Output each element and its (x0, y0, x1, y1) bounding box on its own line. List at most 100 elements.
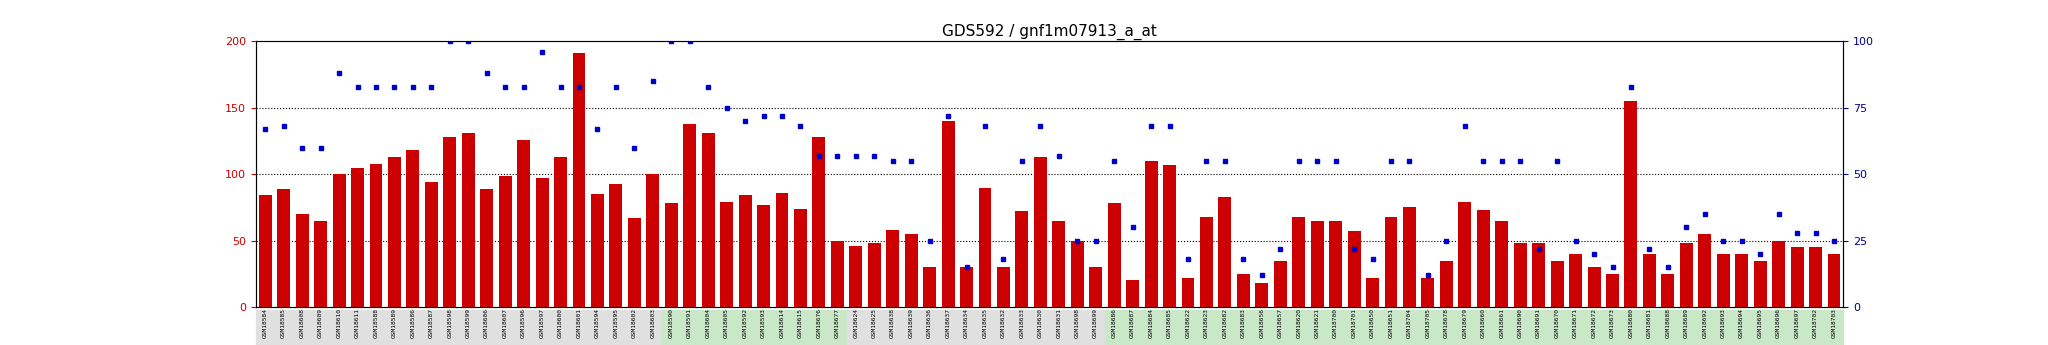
Bar (1440, 260, 1452, 307)
FancyBboxPatch shape (1585, 310, 1604, 345)
Bar (813, 137, 825, 307)
Bar (924, 267, 936, 307)
Bar (758, 205, 770, 307)
Bar (887, 230, 899, 307)
FancyBboxPatch shape (1327, 310, 1346, 345)
Bar (1661, 274, 1675, 307)
Bar (942, 121, 954, 307)
Bar (647, 174, 659, 307)
FancyBboxPatch shape (330, 310, 348, 345)
FancyBboxPatch shape (1493, 310, 1511, 345)
Bar (1642, 254, 1657, 307)
Bar (1624, 101, 1638, 307)
Bar (1477, 210, 1489, 307)
FancyBboxPatch shape (791, 310, 809, 345)
FancyBboxPatch shape (754, 310, 772, 345)
Bar (369, 164, 383, 307)
Bar (684, 124, 696, 307)
FancyBboxPatch shape (1382, 310, 1401, 345)
FancyBboxPatch shape (717, 310, 735, 345)
Bar (1071, 241, 1083, 307)
FancyBboxPatch shape (1825, 310, 1843, 345)
FancyBboxPatch shape (1419, 310, 1438, 345)
Bar (1053, 221, 1065, 307)
Bar (1513, 243, 1526, 307)
FancyBboxPatch shape (1511, 310, 1530, 345)
Bar (1532, 243, 1544, 307)
Bar (1108, 204, 1120, 307)
FancyBboxPatch shape (606, 310, 625, 345)
FancyBboxPatch shape (588, 310, 606, 345)
FancyBboxPatch shape (772, 310, 791, 345)
Bar (1182, 278, 1194, 307)
Bar (592, 194, 604, 307)
FancyBboxPatch shape (956, 310, 975, 345)
FancyBboxPatch shape (1659, 310, 1677, 345)
FancyBboxPatch shape (348, 310, 367, 345)
Bar (1126, 280, 1139, 307)
FancyBboxPatch shape (1087, 310, 1106, 345)
FancyBboxPatch shape (1401, 310, 1419, 345)
Bar (479, 189, 494, 307)
FancyBboxPatch shape (1456, 310, 1475, 345)
FancyBboxPatch shape (1622, 310, 1640, 345)
FancyBboxPatch shape (551, 310, 569, 345)
FancyBboxPatch shape (274, 310, 293, 345)
Bar (332, 174, 346, 307)
FancyBboxPatch shape (256, 310, 274, 345)
FancyBboxPatch shape (1309, 310, 1327, 345)
FancyBboxPatch shape (883, 310, 901, 345)
Bar (1034, 157, 1047, 307)
Bar (1606, 274, 1620, 307)
Bar (905, 234, 918, 307)
FancyBboxPatch shape (1290, 310, 1309, 345)
Bar (1145, 161, 1157, 307)
FancyBboxPatch shape (1677, 310, 1696, 345)
FancyBboxPatch shape (532, 310, 551, 345)
FancyBboxPatch shape (293, 310, 311, 345)
FancyBboxPatch shape (422, 310, 440, 345)
FancyBboxPatch shape (1769, 310, 1788, 345)
Bar (1200, 217, 1212, 307)
Bar (1698, 234, 1712, 307)
Bar (295, 214, 309, 307)
Bar (1403, 207, 1415, 307)
FancyBboxPatch shape (1049, 310, 1069, 345)
Bar (1587, 267, 1599, 307)
Bar (258, 196, 272, 307)
FancyBboxPatch shape (1217, 310, 1235, 345)
Bar (518, 140, 530, 307)
FancyBboxPatch shape (496, 310, 514, 345)
FancyBboxPatch shape (1438, 310, 1456, 345)
FancyBboxPatch shape (1012, 310, 1030, 345)
FancyBboxPatch shape (1180, 310, 1198, 345)
FancyBboxPatch shape (1346, 310, 1364, 345)
FancyBboxPatch shape (385, 310, 403, 345)
Bar (1753, 260, 1767, 307)
Bar (1329, 221, 1341, 307)
Bar (1495, 221, 1507, 307)
FancyBboxPatch shape (1253, 310, 1272, 345)
Bar (739, 196, 752, 307)
Bar (1016, 211, 1028, 307)
FancyBboxPatch shape (1696, 310, 1714, 345)
Bar (537, 178, 549, 307)
FancyBboxPatch shape (1235, 310, 1253, 345)
Bar (1366, 278, 1378, 307)
FancyBboxPatch shape (1475, 310, 1493, 345)
FancyBboxPatch shape (1069, 310, 1087, 345)
Bar (1679, 243, 1694, 307)
Bar (555, 157, 567, 307)
FancyBboxPatch shape (1530, 310, 1548, 345)
Bar (629, 218, 641, 307)
FancyBboxPatch shape (1548, 310, 1567, 345)
Bar (868, 243, 881, 307)
Bar (1255, 283, 1268, 307)
FancyBboxPatch shape (477, 310, 496, 345)
Bar (500, 176, 512, 307)
Bar (1550, 260, 1563, 307)
Bar (1311, 221, 1323, 307)
FancyBboxPatch shape (1788, 310, 1806, 345)
FancyBboxPatch shape (920, 310, 938, 345)
FancyBboxPatch shape (643, 310, 662, 345)
